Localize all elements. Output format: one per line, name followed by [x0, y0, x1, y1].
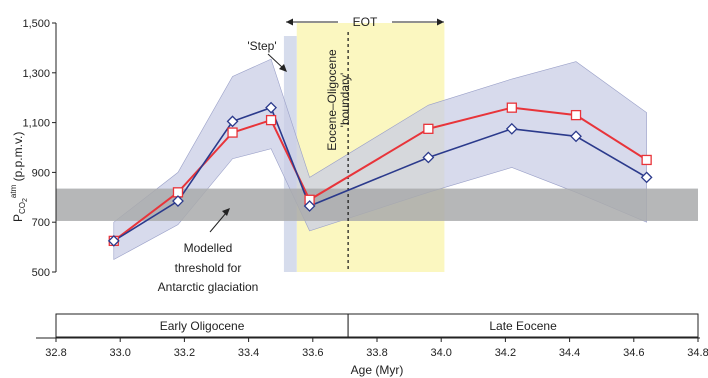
diamond-point — [570, 130, 582, 143]
axes: 500 700 900 1,100 1,300 1,500 32.8 33.0 33.2 33.4… — [22, 18, 708, 359]
background-regions — [56, 23, 698, 272]
eot-arrowhead-left — [286, 18, 293, 26]
y-axis-label-sup: atm — [9, 184, 18, 198]
y-tick-label: 1,500 — [22, 18, 50, 30]
diamond-point — [172, 195, 184, 207]
y-tick-label: 500 — [32, 267, 50, 279]
boundary-label-line1: Eocene–Oligocene — [325, 49, 339, 151]
diamond-point — [640, 171, 653, 184]
eot-arrowhead-right — [437, 18, 444, 26]
y-axis-label-unit: (p.p.m.v.) — [11, 132, 25, 185]
x-tick-label: 33.2 — [174, 347, 195, 359]
step-label: 'Step' — [247, 39, 276, 53]
y-tick-label: 700 — [32, 217, 50, 229]
y-axis-label-main: P — [11, 214, 25, 222]
diamond-point — [265, 101, 277, 114]
x-tick-label: 33.8 — [366, 347, 387, 359]
threshold-arrowhead — [222, 208, 230, 216]
svg-text:PCO2atm (p.p.m.v.): PCO2 atm (p.p.m.v.) — [9, 132, 29, 222]
x-tick-label: 33.0 — [109, 347, 130, 359]
square-point — [570, 109, 582, 121]
threshold-label-line2: threshold for — [175, 261, 242, 275]
x-tick-label: 34.6 — [623, 347, 644, 359]
diamond-point — [226, 115, 239, 128]
epoch-label: Early Oligocene — [160, 319, 245, 333]
square-point — [506, 102, 517, 113]
threshold-arrow — [209, 212, 227, 233]
x-tick-label: 33.4 — [238, 347, 259, 359]
diamond-point — [422, 151, 435, 164]
x-tick-label: 33.6 — [302, 347, 323, 359]
y-tick-label: 1,100 — [22, 118, 50, 130]
diamond-point — [505, 122, 518, 135]
y-tick-label: 900 — [32, 167, 50, 179]
threshold-label-line3: Antarctic glaciation — [158, 280, 259, 294]
series-layer — [107, 101, 653, 247]
epoch-label: Late Eocene — [489, 319, 557, 333]
epoch-bar: Early Oligocene Late Eocene — [55, 313, 699, 338]
y-axis-label-sub2: 2 — [22, 198, 29, 202]
boundary-label-line2: 'boundary' — [338, 73, 352, 128]
annotations: EOT 'Step' Eocene–Oligocene 'boundary' M… — [158, 15, 444, 294]
x-tick-label: 34.4 — [559, 347, 580, 359]
epoch-box — [347, 313, 699, 338]
diamond-point — [107, 234, 120, 247]
x-tick-label: 34.2 — [495, 347, 516, 359]
square-point — [227, 127, 238, 138]
y-axis-label-sub: CO — [18, 202, 27, 214]
y-axis-label: PCO2 atm (p.p.m.v.) — [9, 132, 29, 222]
x-tick-label: 34.8 — [687, 347, 708, 359]
step-arrowhead — [279, 64, 287, 72]
y-tick-label: 1,300 — [22, 68, 50, 80]
threshold-label-line1: Modelled — [184, 241, 233, 255]
x-tick-label: 32.8 — [45, 347, 66, 359]
square-point — [423, 123, 434, 134]
diamond-point — [303, 200, 316, 212]
eot-label: EOT — [353, 15, 378, 29]
square-point — [641, 154, 652, 166]
x-axis-label: Age (Myr) — [351, 363, 404, 377]
step-arrow — [267, 53, 284, 69]
square-point — [265, 114, 277, 126]
x-tick-label: 34.0 — [430, 347, 451, 359]
